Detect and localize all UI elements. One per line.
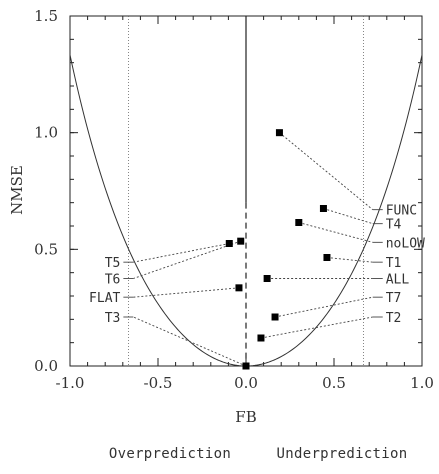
y-tick-label: 1.0 — [34, 124, 58, 142]
point-label: T4 — [386, 218, 402, 233]
data-point — [271, 313, 279, 321]
x-tick-label: -0.5 — [144, 374, 173, 392]
reference-curve — [70, 54, 422, 366]
leader-line — [133, 287, 239, 298]
data-points — [225, 129, 331, 370]
leader-line — [279, 132, 374, 211]
point-label: T3 — [105, 311, 121, 326]
data-point — [319, 205, 327, 212]
y-tick-label: 1.5 — [34, 7, 58, 25]
point-label: T7 — [386, 291, 402, 306]
reference-lines — [128, 16, 364, 366]
point-label: ALL — [386, 273, 410, 288]
footer-underprediction: Underprediction — [277, 446, 408, 462]
data-point — [237, 237, 245, 245]
point-label: T1 — [386, 256, 402, 271]
data-point — [242, 362, 250, 370]
x-tick-label: 0.0 — [234, 374, 258, 392]
data-point — [295, 219, 303, 226]
leader-line — [260, 316, 373, 339]
x-tick-label: 0.5 — [322, 374, 346, 392]
y-tick-label: 0.5 — [34, 240, 58, 258]
data-point — [263, 275, 271, 282]
leader-line — [298, 222, 373, 243]
tick-labels: -1.0 -0.5 0.0 0.5 1.0 0.0 0.5 1.0 1.5 — [34, 7, 434, 392]
data-point — [275, 129, 283, 137]
leader-line — [323, 208, 373, 225]
leader-line — [133, 243, 230, 263]
reference-curve-path — [70, 54, 422, 366]
x-tick-label: -1.0 — [56, 374, 85, 392]
leader-lines — [123, 132, 383, 367]
x-tick-label: 1.0 — [410, 374, 434, 392]
point-label: T6 — [105, 273, 121, 288]
point-label: T2 — [386, 311, 402, 326]
leader-line — [326, 257, 373, 263]
leader-line — [274, 296, 373, 318]
y-axis-title: NMSE — [8, 165, 26, 215]
data-point — [257, 334, 265, 342]
point-label: FLAT — [89, 291, 120, 306]
footer-overprediction: Overprediction — [109, 446, 231, 462]
data-point — [235, 284, 243, 292]
point-label: noLOW — [386, 236, 425, 251]
point-label: T5 — [105, 256, 121, 271]
point-label: FUNC — [386, 204, 417, 219]
leader-line — [133, 240, 241, 279]
data-point — [225, 240, 233, 247]
data-point — [323, 254, 331, 261]
leader-line — [133, 316, 247, 367]
x-axis-title: FB — [235, 408, 256, 426]
y-tick-label: 0.0 — [34, 357, 58, 375]
